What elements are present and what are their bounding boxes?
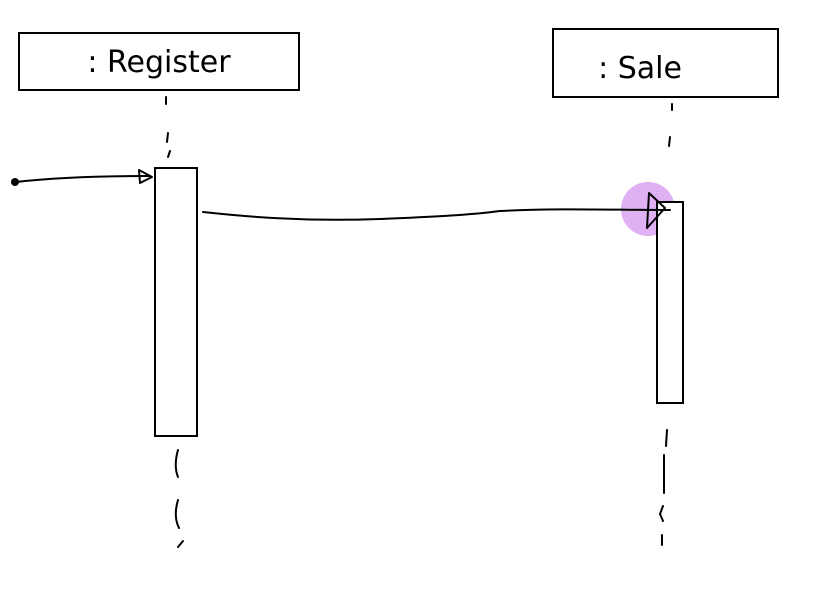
object-register[interactable]: : Register — [18, 32, 300, 91]
message-line — [202, 208, 671, 221]
object-sale[interactable]: : Sale — [552, 28, 779, 98]
found-message-arrowhead — [138, 169, 153, 184]
message-arrowhead — [646, 192, 666, 229]
activation-bar-sale[interactable] — [656, 201, 684, 404]
lifeline-register — [165, 96, 184, 548]
message-arrow-register-to-sale[interactable] — [202, 192, 671, 229]
found-message-line — [15, 175, 151, 183]
object-register-label: : Register — [87, 45, 231, 80]
found-message-arrow[interactable] — [11, 169, 153, 186]
object-sale-box — [552, 28, 779, 98]
object-register-box — [18, 32, 300, 91]
activation-bar-register[interactable] — [154, 167, 198, 437]
lifeline-sale — [659, 103, 673, 546]
object-sale-label: : Sale — [598, 51, 682, 86]
